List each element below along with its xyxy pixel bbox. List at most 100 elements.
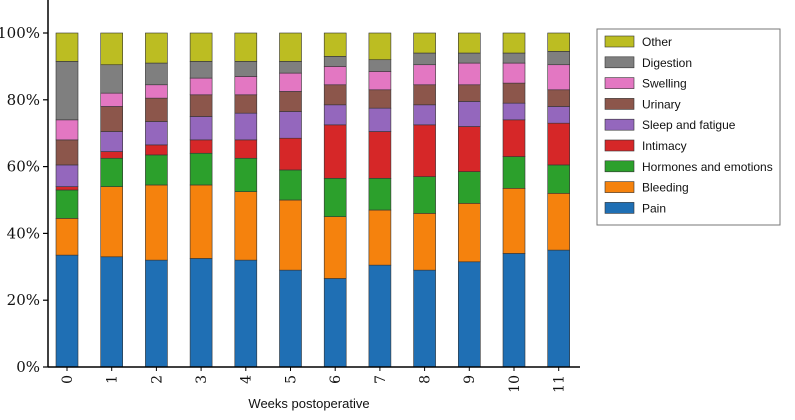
bar-segment-urinary <box>323 84 347 106</box>
bar-stack-week-5 <box>279 32 302 368</box>
bar-segment-hormones-and-emotions <box>413 176 436 214</box>
bar-segment-other <box>145 32 168 64</box>
bar-segment-digestion <box>234 61 258 77</box>
bar-segment-sleep-and-fatigue <box>413 104 436 126</box>
legend-swatch <box>604 202 635 214</box>
bar-segment-pain <box>279 269 302 368</box>
bar-segment-hormones-and-emotions <box>189 152 213 186</box>
bar-segment-intimacy <box>100 151 123 159</box>
legend-swatch <box>604 139 635 152</box>
legend-item: Other <box>604 35 672 49</box>
x-axis: 0 1 2 3 4 5 6 7 8 9 10 11 <box>48 366 580 393</box>
bar-segment-digestion <box>55 61 79 121</box>
bar-segment-digestion <box>145 62 168 86</box>
bar-stack-week-6 <box>323 32 347 368</box>
y-tick-label: 20% <box>7 291 40 309</box>
bar-segment-digestion <box>457 52 481 64</box>
bar-segment-digestion <box>100 64 123 94</box>
bar-segment-urinary <box>279 91 302 112</box>
bar-stack-week-0 <box>55 32 79 368</box>
bar-stack-week-3 <box>189 32 213 368</box>
bar-segment-sleep-and-fatigue <box>145 121 168 146</box>
bar-segment-intimacy <box>502 119 526 157</box>
legend-swatch <box>604 35 635 48</box>
bar-segment-hormones-and-emotions <box>547 164 571 194</box>
bar-segment-bleeding <box>547 193 571 251</box>
legend-label: Digestion <box>642 56 692 70</box>
x-tick-label: 0 <box>60 375 76 384</box>
y-tick-label: 60% <box>7 158 40 176</box>
bar-segment-swelling <box>502 62 526 84</box>
bar-segment-other <box>413 32 436 54</box>
bar-stack-week-11 <box>547 32 571 368</box>
legend-label: Hormones and emotions <box>642 160 773 174</box>
bar-segment-bleeding <box>100 186 123 258</box>
legend-label: Sleep and fatigue <box>642 118 736 132</box>
y-tick-label: 100% <box>0 24 40 42</box>
bar-segment-swelling <box>413 64 436 86</box>
bar-segment-bleeding <box>234 191 258 261</box>
y-tick-label: 40% <box>7 224 40 242</box>
bar-segment-sleep-and-fatigue <box>502 102 526 121</box>
bar-segment-bleeding <box>145 184 168 261</box>
bar-stack-week-9 <box>457 32 481 368</box>
bar-stack-week-7 <box>368 32 392 368</box>
bar-segment-hormones-and-emotions <box>100 157 123 187</box>
legend-label: Bleeding <box>642 181 689 195</box>
legend-item: Swelling <box>604 77 687 91</box>
x-tick-label: 4 <box>239 375 255 384</box>
bar-segment-swelling <box>279 72 302 92</box>
bar-segment-intimacy <box>323 124 347 179</box>
bar-segment-swelling <box>234 76 258 96</box>
bar-segment-urinary <box>234 94 258 114</box>
bar-segment-pain <box>145 259 168 368</box>
x-axis-label: Weeks postoperative <box>248 396 369 411</box>
x-tick-label: 11 <box>552 375 568 393</box>
legend-item: Intimacy <box>604 139 687 153</box>
bar-segment-urinary <box>145 97 168 122</box>
bar-segment-urinary <box>502 82 526 104</box>
bar-segment-digestion <box>189 61 213 79</box>
x-tick-label: 10 <box>507 375 523 393</box>
bar-segment-pain <box>502 253 526 368</box>
bar-segment-swelling <box>547 64 571 91</box>
bar-segment-hormones-and-emotions <box>368 177 392 211</box>
y-tick-label: 80% <box>7 91 40 109</box>
x-tick-label: 5 <box>283 375 299 384</box>
legend-item: Bleeding <box>604 181 689 195</box>
bar-segment-sleep-and-fatigue <box>279 111 302 139</box>
bar-segment-other <box>502 32 526 54</box>
legend: Other Digestion Swelling Urinary Sleep and f… <box>596 28 781 226</box>
bar-segment-digestion <box>323 56 347 67</box>
bar-segment-urinary <box>547 89 571 107</box>
bar-stack-week-8 <box>413 32 436 368</box>
bar-segment-digestion <box>368 59 392 72</box>
bar-segment-urinary <box>100 106 123 132</box>
bar-segment-other <box>323 32 347 57</box>
bar-segment-other <box>368 32 392 61</box>
legend-label: Urinary <box>642 97 681 111</box>
bar-segment-sleep-and-fatigue <box>323 104 347 126</box>
bar-segment-pain <box>100 256 123 368</box>
bar-segment-intimacy <box>234 139 258 159</box>
legend-item: Urinary <box>604 97 681 111</box>
bar-segment-other <box>100 32 123 66</box>
bar-segment-bleeding <box>279 199 302 271</box>
bar-segment-pain <box>234 259 258 368</box>
legend-swatch <box>604 181 635 193</box>
bar-segment-pain <box>55 254 79 368</box>
bar-segment-hormones-and-emotions <box>234 157 258 192</box>
legend-item: Pain <box>604 201 666 215</box>
bar-segment-digestion <box>502 52 526 64</box>
bar-stack-week-1 <box>100 32 123 368</box>
bar-segment-sleep-and-fatigue <box>189 116 213 141</box>
bar-segment-pain <box>368 264 392 368</box>
bar-segment-hormones-and-emotions <box>323 177 347 217</box>
bar-segment-digestion <box>547 51 571 66</box>
bar-segment-sleep-and-fatigue <box>368 107 392 132</box>
bar-segment-hormones-and-emotions <box>55 189 79 219</box>
bar-segment-urinary <box>368 89 392 109</box>
legend-swatch <box>604 160 635 173</box>
x-tick-label: 9 <box>462 375 478 384</box>
legend-item: Digestion <box>604 56 692 70</box>
